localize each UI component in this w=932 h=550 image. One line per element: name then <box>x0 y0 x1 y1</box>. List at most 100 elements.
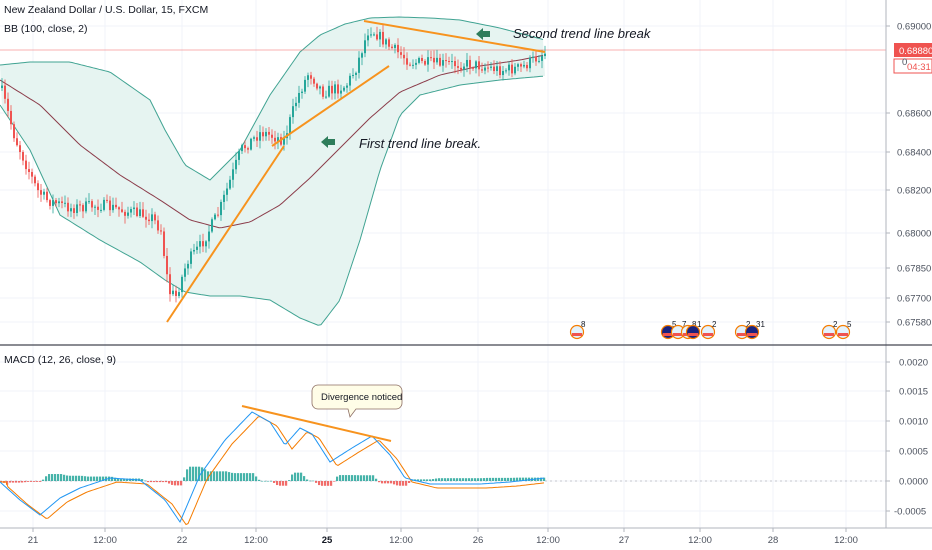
candle-body <box>394 44 396 48</box>
event-count-label: 5 <box>672 320 677 329</box>
histogram-bar <box>405 481 408 486</box>
histogram-bar <box>246 473 249 481</box>
candle-body <box>361 53 363 58</box>
time-tick-label: 12:00 <box>389 535 413 546</box>
candle-body <box>484 67 486 71</box>
histogram-bar <box>195 466 198 481</box>
candle-body <box>397 44 399 53</box>
event-flag[interactable]: 5 <box>835 320 853 340</box>
bb-indicator-label[interactable]: BB (100, close, 2) <box>4 23 87 35</box>
histogram-bar <box>480 478 483 481</box>
histogram-bar <box>33 481 36 482</box>
macd-signal-line <box>0 416 545 526</box>
candle-body <box>352 74 354 76</box>
event-flag[interactable]: 2 <box>700 320 718 340</box>
candle-body <box>475 61 477 69</box>
price-axis[interactable]: 0.69000 0.68600 0.68400 0.68200 0.68000 0.678… <box>886 22 931 329</box>
candle-body <box>88 201 90 203</box>
histogram-bar <box>495 477 498 481</box>
histogram-bar <box>432 479 435 481</box>
first-trend-line[interactable] <box>166 145 285 323</box>
histogram-bar <box>126 478 129 481</box>
second-trend-line[interactable] <box>363 20 546 53</box>
candle-body <box>67 202 69 212</box>
candle-body <box>505 70 507 72</box>
event-flag[interactable]: 1 <box>685 320 703 340</box>
candle-body <box>403 54 405 59</box>
histogram-bar <box>48 474 51 481</box>
macd-tick-label: 0.0000 <box>899 477 928 488</box>
histogram-bar <box>456 478 459 481</box>
histogram-bar <box>192 466 195 481</box>
histogram-bar <box>24 481 27 483</box>
divergence-trend-line[interactable] <box>241 405 392 442</box>
time-tick-label: 27 <box>619 535 630 546</box>
histogram-bar <box>0 481 3 482</box>
histogram-bar <box>30 481 33 482</box>
histogram-bar <box>45 476 48 481</box>
histogram-bar <box>150 481 153 483</box>
candle-body <box>502 71 504 76</box>
flag-stripe-icon <box>703 333 713 336</box>
histogram-bar <box>393 481 396 485</box>
histogram-bar <box>375 478 378 481</box>
event-flag[interactable]: 31 <box>744 320 766 340</box>
candle-body <box>46 191 48 201</box>
histogram-bar <box>177 481 180 486</box>
histogram-bar <box>159 481 162 483</box>
time-tick-label: 26 <box>473 535 484 546</box>
candle-body <box>205 241 207 247</box>
divergence-callout[interactable]: Divergence noticed <box>311 384 403 418</box>
candle-body <box>229 179 231 189</box>
candle-body <box>265 131 267 137</box>
histogram-bar <box>348 475 351 481</box>
economic-events[interactable]: 8 5 7 8 1 2 2 31 2 5 <box>569 320 853 340</box>
histogram-bar <box>78 475 81 481</box>
histogram-bar <box>420 479 423 481</box>
event-flag[interactable]: 7 <box>670 320 688 340</box>
candle-body <box>373 34 375 36</box>
histogram-bar <box>516 477 519 481</box>
histogram-bar <box>225 471 228 481</box>
histogram-bar <box>165 481 168 483</box>
trend-lines[interactable] <box>166 20 546 323</box>
histogram-bar <box>288 480 291 481</box>
candle-body <box>103 199 105 210</box>
candle-body <box>163 231 165 256</box>
candle-body <box>172 290 174 295</box>
candle-body <box>166 255 168 275</box>
candle-body <box>331 85 333 94</box>
candle-body <box>70 208 72 212</box>
first-trend-line-extension[interactable] <box>271 65 390 147</box>
event-flag[interactable]: 5 <box>660 320 678 340</box>
flag-stripe-icon <box>737 333 747 336</box>
histogram-bar <box>411 480 414 481</box>
candle-body <box>355 72 357 75</box>
event-flag[interactable]: 2 <box>821 320 839 340</box>
histogram-bar <box>342 475 345 481</box>
histogram-bar <box>459 478 462 481</box>
macd-indicator-label[interactable]: MACD (12, 26, close, 9) <box>4 354 116 366</box>
candle-body <box>31 172 33 177</box>
macd-axis[interactable]: 0.0020 0.0015 0.0010 0.0005 0.0000 -0.0005 <box>886 358 928 518</box>
histogram-bar <box>465 478 468 481</box>
histogram-bar <box>492 477 495 481</box>
histogram-bar <box>81 475 84 481</box>
bollinger-basis-line <box>0 54 544 229</box>
second-break-annotation: Second trend line break <box>513 26 652 41</box>
candle-body <box>1 85 3 88</box>
candle-body <box>109 200 111 211</box>
candle-body <box>382 31 384 45</box>
candle-body <box>241 145 243 152</box>
event-flag[interactable]: 8 <box>569 320 587 340</box>
histogram-bar <box>6 481 9 485</box>
histogram-bar <box>453 478 456 481</box>
price-tick-label: 0.68000 <box>897 229 931 240</box>
histogram-bar <box>327 481 330 486</box>
symbol-title[interactable]: New Zealand Dollar / U.S. Dollar, 15, FX… <box>4 4 208 16</box>
time-axis[interactable]: 21 12:00 22 12:00 25 12:00 26 12:00 27 12:00 28 12:… <box>28 528 858 546</box>
candle-body <box>118 207 120 210</box>
histogram-bar <box>63 474 66 481</box>
